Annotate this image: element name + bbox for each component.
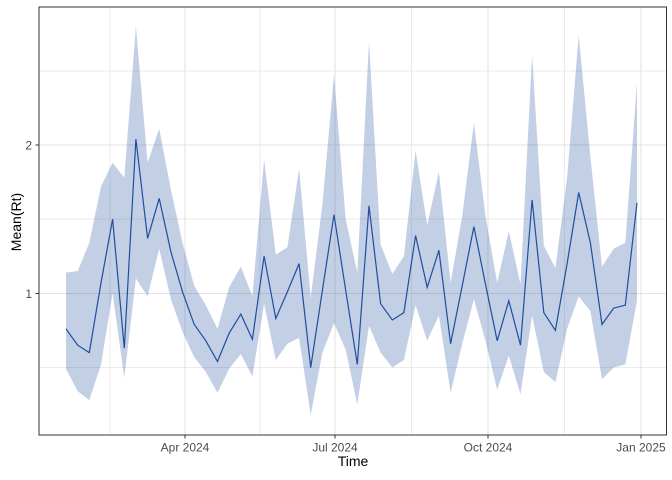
y-tick-label: 1 — [25, 287, 32, 301]
y-axis-title: Mean(Rt) — [8, 192, 24, 252]
x-tick-label: Jul 2024 — [312, 441, 358, 455]
panel-border — [38, 6, 667, 436]
x-axis-title: Time — [337, 453, 369, 469]
grid-minor — [39, 7, 667, 435]
mean-rt-line — [65, 139, 638, 368]
x-tick-label: Oct 2024 — [464, 441, 513, 455]
grid-major — [39, 7, 667, 435]
y-tick-label: 2 — [25, 139, 32, 153]
credible-interval-ribbon — [66, 26, 637, 415]
x-tick-label: Apr 2024 — [161, 441, 210, 455]
y-tick-labels: 12 — [25, 139, 32, 301]
x-tick-labels: Apr 2024 Jul 2024 Oct 2024 Jan 2025 — [161, 441, 666, 455]
axis-ticks — [35, 144, 642, 439]
x-tick-label: Jan 2025 — [616, 441, 666, 455]
